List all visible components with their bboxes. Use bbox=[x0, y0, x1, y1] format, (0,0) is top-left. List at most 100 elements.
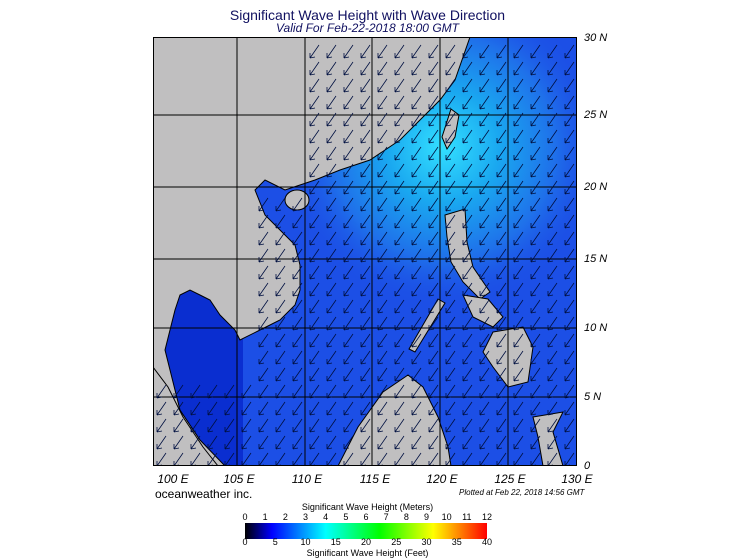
wave-arrow bbox=[496, 248, 507, 263]
wave-arrow bbox=[496, 231, 507, 246]
wave-arrow bbox=[428, 367, 439, 382]
wave-arrow bbox=[343, 197, 354, 212]
wave-arrow bbox=[292, 384, 303, 399]
wave-arrow bbox=[564, 146, 575, 161]
wave-arrow bbox=[326, 299, 337, 314]
wave-arrow bbox=[394, 197, 405, 212]
wave-arrow bbox=[360, 214, 371, 229]
wave-arrow bbox=[258, 435, 269, 450]
wave-arrow bbox=[564, 299, 575, 314]
wave-arrow bbox=[394, 129, 405, 144]
wave-arrow bbox=[496, 129, 507, 144]
wave-arrow bbox=[309, 299, 320, 314]
wave-arrow bbox=[428, 333, 439, 348]
wave-arrow bbox=[275, 231, 286, 246]
wave-arrow bbox=[547, 129, 558, 144]
wave-arrow bbox=[428, 282, 439, 297]
map-title: Significant Wave Height with Wave Direct… bbox=[229, 7, 506, 23]
wave-arrow bbox=[479, 384, 490, 399]
wave-arrow bbox=[377, 367, 388, 382]
wave-arrow bbox=[360, 418, 371, 433]
wave-arrow bbox=[377, 112, 388, 127]
wave-arrow bbox=[513, 265, 524, 280]
wave-arrow bbox=[241, 384, 252, 399]
wave-arrow bbox=[326, 333, 337, 348]
wave-arrow bbox=[411, 299, 422, 314]
wave-arrow bbox=[411, 95, 422, 110]
wave-arrow bbox=[377, 231, 388, 246]
wave-arrow bbox=[377, 129, 388, 144]
wave-arrow bbox=[462, 180, 473, 195]
meters-tick: 0 bbox=[242, 512, 248, 522]
wave-arrow bbox=[241, 435, 252, 450]
wave-arrow bbox=[428, 129, 439, 144]
wave-arrow bbox=[360, 401, 371, 416]
wave-arrow bbox=[547, 248, 558, 263]
wave-arrow bbox=[309, 231, 320, 246]
wave-arrow bbox=[496, 214, 507, 229]
lon-label: 115 E bbox=[359, 472, 391, 486]
wave-arrow bbox=[292, 299, 303, 314]
wave-arrow bbox=[564, 44, 575, 59]
feet-tick: 25 bbox=[391, 537, 402, 547]
wave-arrow bbox=[496, 95, 507, 110]
wave-arrow bbox=[343, 61, 354, 76]
wave-arrow bbox=[360, 384, 371, 399]
wave-arrow bbox=[513, 401, 524, 416]
wave-arrow bbox=[462, 435, 473, 450]
wave-arrow bbox=[309, 214, 320, 229]
lat-label: 15 N bbox=[584, 253, 608, 265]
wave-arrow bbox=[479, 129, 490, 144]
wave-arrow bbox=[156, 418, 167, 433]
wave-arrow bbox=[326, 248, 337, 263]
wave-arrow bbox=[496, 350, 507, 365]
wave-arrow bbox=[275, 248, 286, 263]
wave-arrow bbox=[275, 384, 286, 399]
wave-arrow bbox=[530, 316, 541, 331]
wave-arrow bbox=[547, 214, 558, 229]
wave-arrow bbox=[428, 95, 439, 110]
wave-arrow bbox=[411, 214, 422, 229]
wave-arrow bbox=[428, 265, 439, 280]
wave-arrow bbox=[445, 384, 456, 399]
wave-arrow bbox=[360, 299, 371, 314]
wave-arrow bbox=[343, 350, 354, 365]
wave-arrow bbox=[513, 95, 524, 110]
wave-arrow bbox=[564, 197, 575, 212]
wave-arrow bbox=[530, 350, 541, 365]
wave-arrow bbox=[445, 248, 456, 263]
legend-feet-title: Significant Wave Height (Feet) bbox=[306, 548, 429, 558]
wave-arrow bbox=[462, 333, 473, 348]
wave-arrow bbox=[530, 384, 541, 399]
wave-arrow bbox=[428, 435, 439, 450]
wave-arrow bbox=[326, 214, 337, 229]
wave-arrow bbox=[411, 61, 422, 76]
wave-arrow bbox=[394, 333, 405, 348]
wave-arrow bbox=[343, 367, 354, 382]
wave-arrow bbox=[309, 78, 320, 93]
wave-arrow bbox=[462, 265, 473, 280]
wave-arrow bbox=[462, 61, 473, 76]
wave-arrow bbox=[428, 231, 439, 246]
wave-arrow bbox=[411, 146, 422, 161]
wave-arrow bbox=[309, 95, 320, 110]
meters-tick: 12 bbox=[481, 512, 493, 522]
wave-arrow bbox=[292, 418, 303, 433]
wave-arrow bbox=[462, 316, 473, 331]
lon-label: 130 E bbox=[561, 472, 593, 486]
wave-arrow bbox=[462, 44, 473, 59]
wave-arrow bbox=[258, 316, 269, 331]
wave-arrow bbox=[360, 163, 371, 178]
wave-arrow bbox=[326, 265, 337, 280]
wave-arrow bbox=[292, 401, 303, 416]
wave-arrow bbox=[445, 350, 456, 365]
wave-arrow bbox=[547, 146, 558, 161]
wave-arrow bbox=[547, 435, 558, 450]
wave-arrow bbox=[377, 265, 388, 280]
wave-arrow bbox=[445, 265, 456, 280]
wave-arrow bbox=[445, 299, 456, 314]
wave-arrow bbox=[496, 401, 507, 416]
wave-arrow bbox=[513, 78, 524, 93]
wave-arrow bbox=[173, 401, 184, 416]
wave-arrow bbox=[479, 299, 490, 314]
